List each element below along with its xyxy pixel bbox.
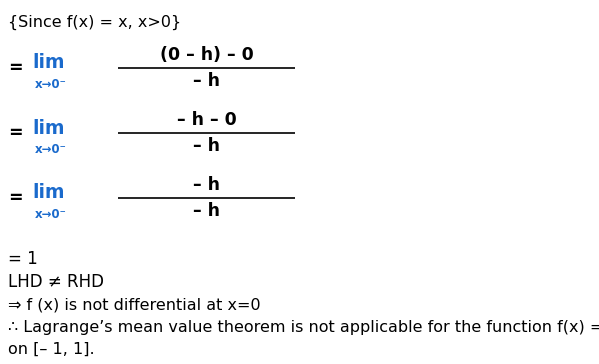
Text: ⇒ f (x) is not differential at x=0: ⇒ f (x) is not differential at x=0 bbox=[8, 298, 261, 313]
Text: x→0⁻: x→0⁻ bbox=[35, 208, 67, 221]
Text: =: = bbox=[8, 189, 23, 207]
Text: – h: – h bbox=[193, 202, 220, 220]
Text: x→0⁻: x→0⁻ bbox=[35, 78, 67, 91]
Text: – h: – h bbox=[193, 176, 220, 194]
Text: LHD ≠ RHD: LHD ≠ RHD bbox=[8, 273, 104, 291]
Text: lim: lim bbox=[32, 54, 65, 72]
Text: {Since f(x) = x, x>0}: {Since f(x) = x, x>0} bbox=[8, 15, 181, 30]
Text: (0 – h) – 0: (0 – h) – 0 bbox=[159, 46, 253, 64]
Text: x→0⁻: x→0⁻ bbox=[35, 143, 67, 156]
Text: lim: lim bbox=[32, 183, 65, 202]
Text: ∴ Lagrange’s mean value theorem is not applicable for the function f(x) = |x|: ∴ Lagrange’s mean value theorem is not a… bbox=[8, 320, 599, 336]
Text: – h: – h bbox=[193, 137, 220, 155]
Text: – h – 0: – h – 0 bbox=[177, 111, 237, 129]
Text: lim: lim bbox=[32, 119, 65, 138]
Text: =: = bbox=[8, 124, 23, 142]
Text: =: = bbox=[8, 59, 23, 77]
Text: = 1: = 1 bbox=[8, 250, 38, 268]
Text: on [– 1, 1].: on [– 1, 1]. bbox=[8, 342, 95, 357]
Text: – h: – h bbox=[193, 72, 220, 90]
